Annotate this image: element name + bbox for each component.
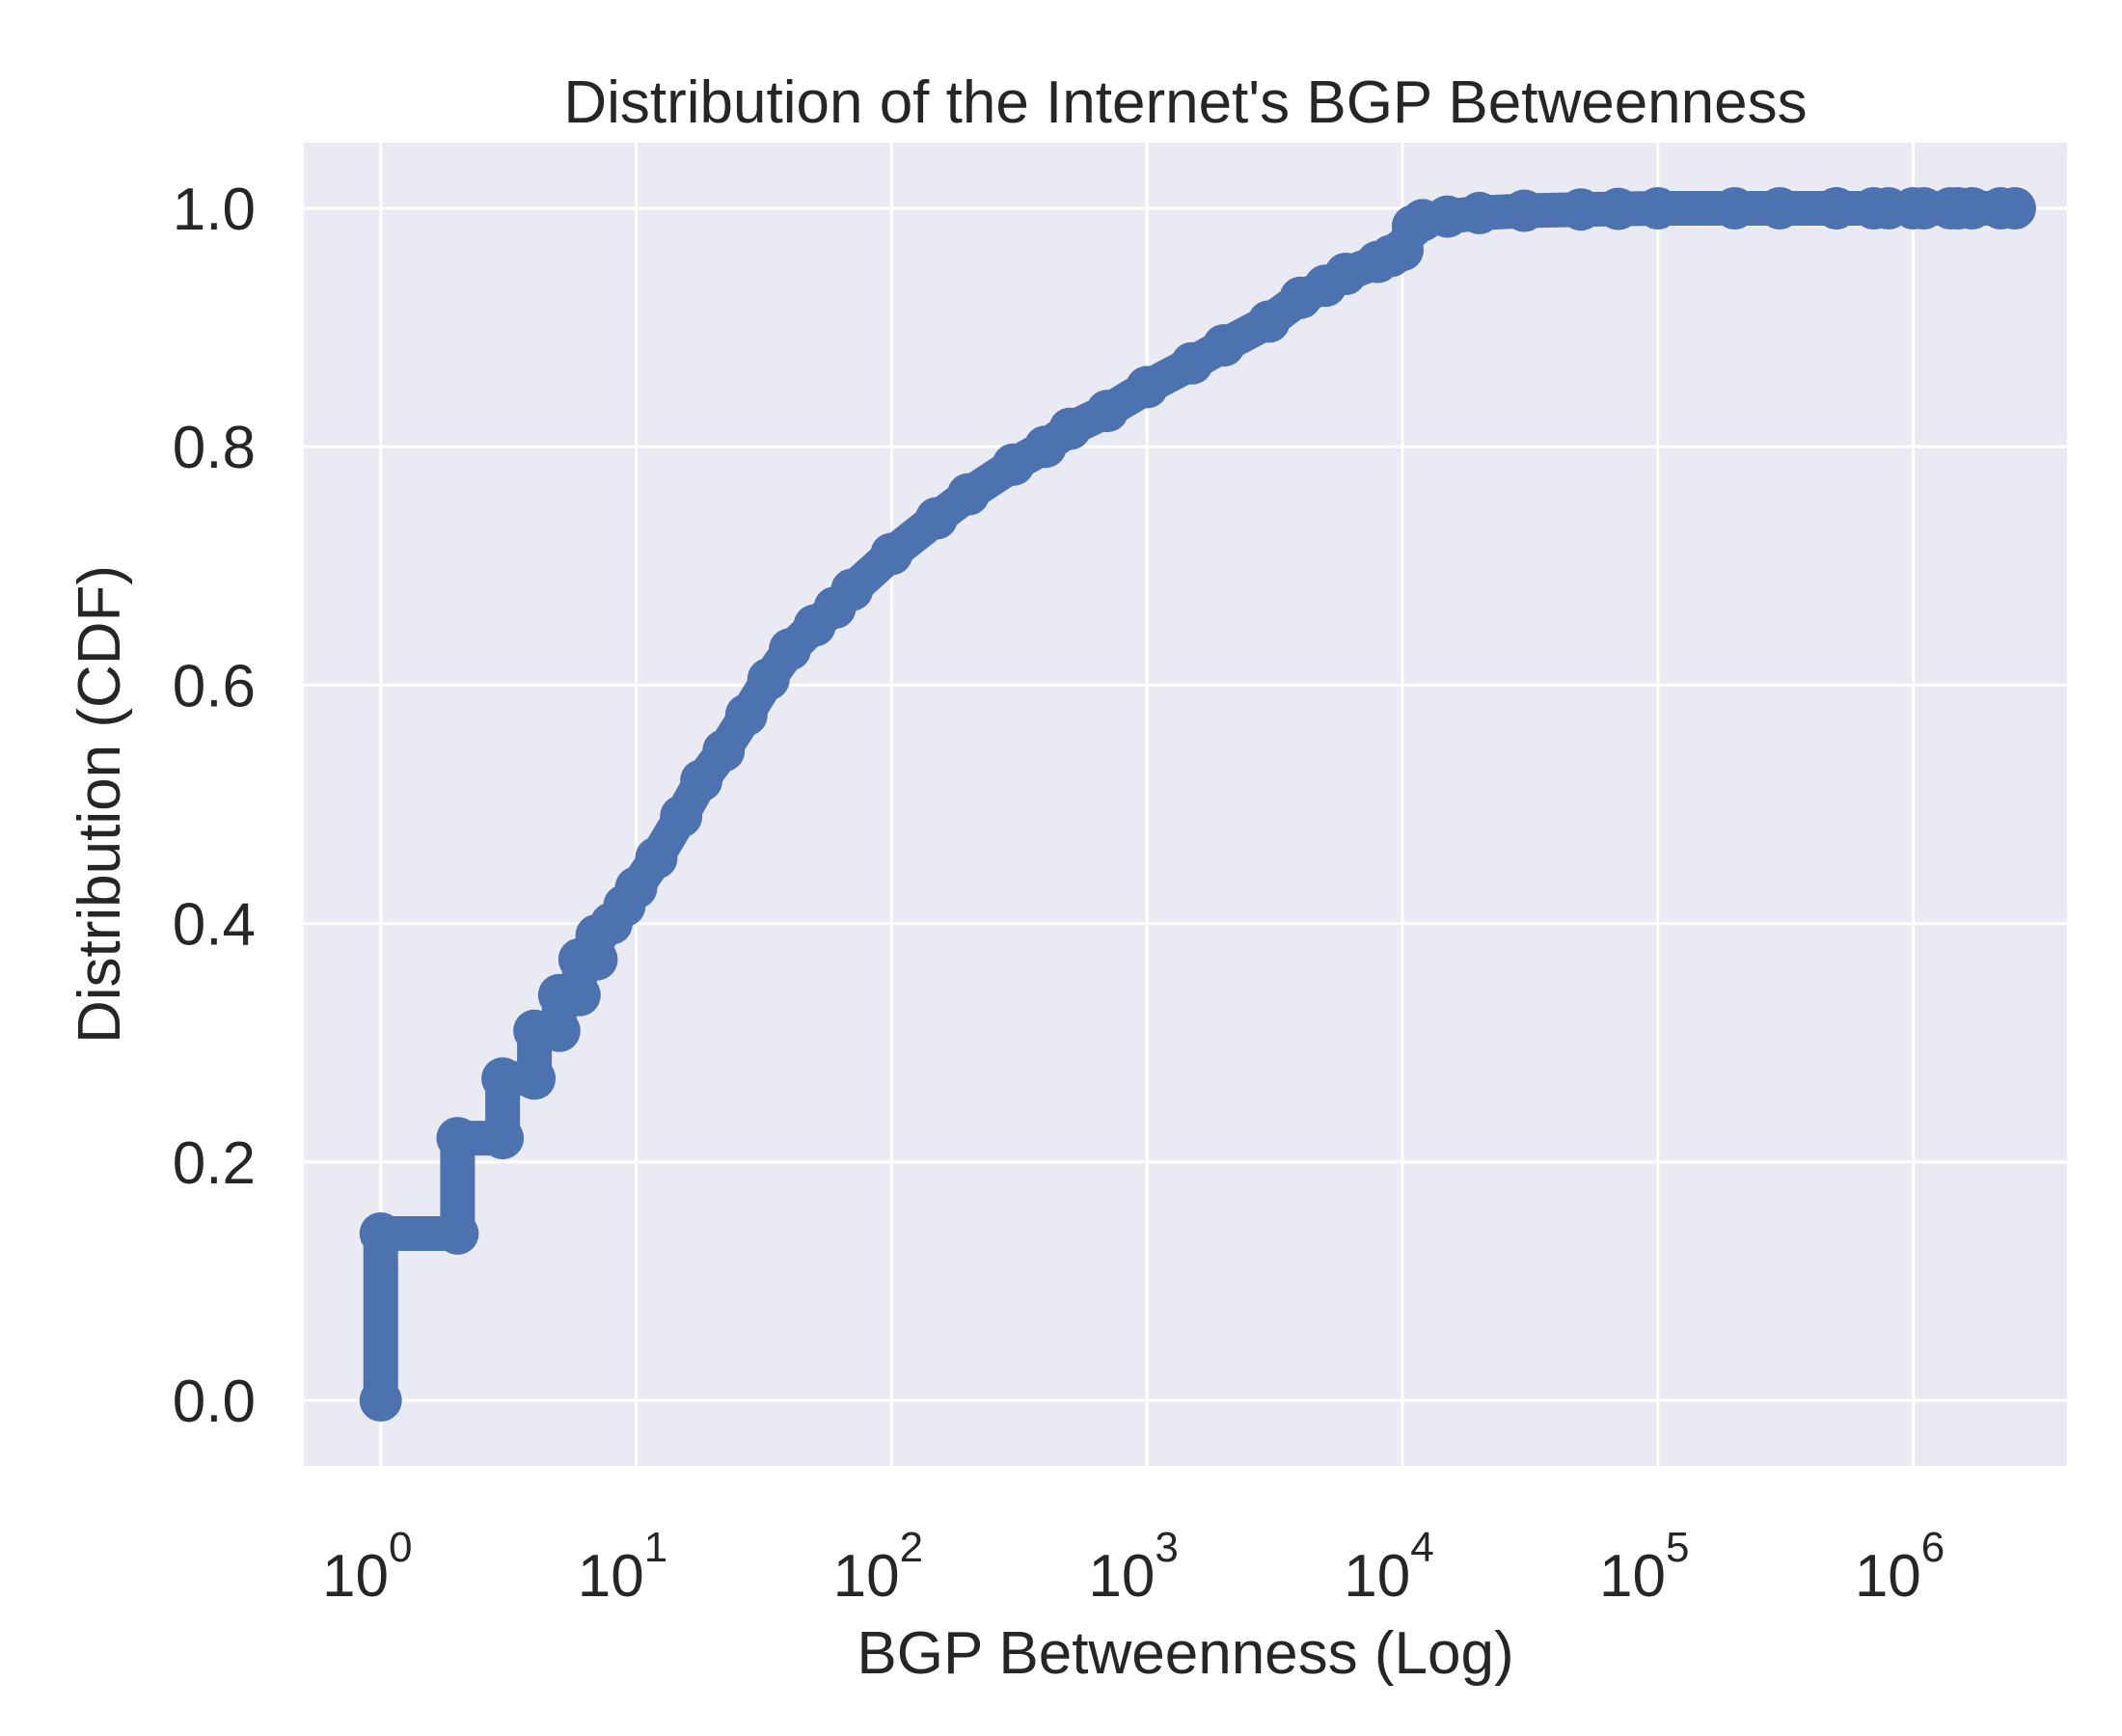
data-point: [513, 1057, 557, 1100]
data-point: [436, 1117, 479, 1160]
grid: [304, 143, 2067, 1466]
data-point: [359, 1379, 402, 1422]
x-tick-label: 103: [1088, 1524, 1178, 1610]
plot-area: [304, 143, 2067, 1466]
x-tick-labels: 100 101 102 103 104 105 106: [322, 1524, 1945, 1610]
data-point: [1503, 189, 1546, 232]
x-tick-label: 106: [1855, 1524, 1945, 1610]
data-point: [870, 532, 913, 576]
x-tick-label: 102: [833, 1524, 923, 1610]
data-point: [724, 693, 768, 737]
data-point: [481, 1057, 525, 1100]
data-series: [359, 187, 2036, 1422]
y-tick-label: 0.8: [173, 415, 256, 481]
x-axis-label: BGP Betweenness (Log): [857, 1620, 1513, 1687]
data-point: [537, 1009, 581, 1052]
data-point: [1993, 187, 2036, 230]
data-point: [1814, 187, 1858, 230]
y-tick-labels: 0.0 0.2 0.4 0.6 0.8 1.0: [173, 176, 256, 1435]
data-point: [992, 443, 1035, 486]
data-point: [1426, 195, 1469, 238]
data-point: [1048, 407, 1092, 450]
chart-title: Distribution of the Internet's BGP Betwe…: [563, 69, 1807, 136]
y-tick-label: 0.4: [173, 892, 256, 959]
data-point: [1457, 191, 1501, 234]
data-point: [1324, 253, 1368, 295]
data-point: [1636, 187, 1679, 230]
data-point: [1560, 188, 1602, 231]
data-point: [359, 1212, 402, 1255]
data-point: [915, 497, 958, 540]
y-tick-label: 0.6: [173, 653, 256, 719]
data-point: [1126, 366, 1169, 409]
y-tick-label: 0.0: [173, 1369, 256, 1435]
data-point: [1596, 187, 1640, 231]
x-tick-label: 100: [322, 1524, 412, 1610]
data-point: [830, 568, 874, 611]
data-point: [1086, 390, 1129, 433]
data-point: [680, 759, 723, 802]
y-axis-label: Distribution (CDF): [67, 565, 133, 1044]
data-point: [614, 866, 658, 909]
x-tick-label: 101: [578, 1524, 667, 1610]
data-point: [1713, 187, 1756, 230]
data-point: [747, 658, 790, 701]
data-point: [1247, 300, 1291, 343]
data-point: [1170, 341, 1213, 385]
data-point: [436, 1212, 479, 1255]
data-point: [481, 1117, 525, 1160]
data-point: [558, 973, 601, 1017]
data-point: [635, 836, 678, 880]
y-tick-label: 1.0: [173, 176, 256, 243]
y-tick-label: 0.2: [173, 1130, 256, 1197]
data-point: [1202, 324, 1245, 367]
data-point: [947, 473, 990, 516]
x-tick-label: 104: [1344, 1524, 1433, 1610]
x-tick-label: 105: [1599, 1524, 1689, 1610]
data-point: [1758, 187, 1802, 230]
data-point: [702, 729, 746, 773]
data-point: [660, 795, 703, 838]
